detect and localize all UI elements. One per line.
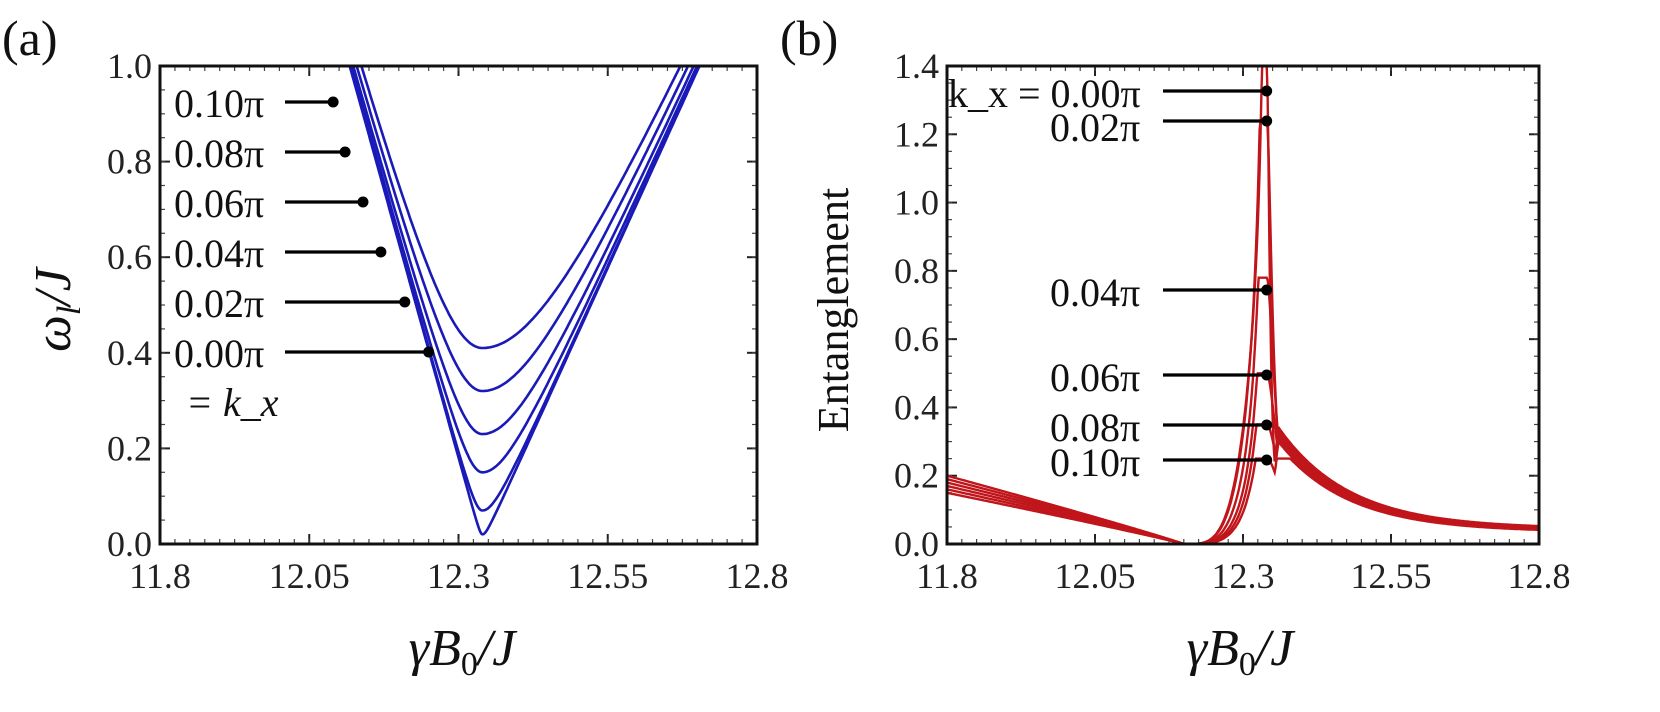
panel-b-curves (946, 64, 1539, 546)
b-annotation-marker (1261, 115, 1273, 127)
b-annotation-marker (1261, 454, 1273, 466)
a-series-line-0.08π (354, 64, 693, 393)
a-annotation-marker (327, 96, 339, 108)
b-annotation-label: 0.10π (1050, 440, 1140, 485)
panel-b-ticks: 11.8 12.05 12.3 12.55 12.8 0.0 0.2 0.4 0.6 0.8 1.0… (894, 46, 1571, 596)
y-tick-label: 0.6 (107, 237, 152, 277)
a-annotation-label: 0.06π (174, 181, 264, 226)
a-series-line-0.02π (347, 64, 704, 512)
y-tick-label: 1.0 (894, 183, 939, 223)
a-annotation-label: 0.04π (174, 231, 264, 276)
panel-a: (a) ωl/J γB0/J 11.8 12.05 12.3 12.55 12.8 0.0… (2, 10, 789, 683)
panel-a-ylabel: ωl/J (25, 265, 88, 352)
panel-a-annotations (285, 96, 435, 358)
b-series-line-0.10π (946, 457, 1539, 546)
x-tick-label: 12.05 (1055, 556, 1136, 596)
y-tick-label: 0.0 (107, 524, 152, 564)
panel-a-label: (a) (2, 10, 58, 66)
x-tick-label: 11.8 (916, 556, 978, 596)
x-tick-label: 12.3 (1212, 556, 1275, 596)
panel-b-xlabel: γB0/J (1187, 620, 1297, 683)
panel-b-frame (945, 64, 1541, 546)
b-series-line-0.02π (946, 119, 1539, 546)
b-annotation-marker (1261, 85, 1273, 97)
y-tick-label: 1.2 (894, 114, 939, 154)
b-annotation-label: k_x = 0.00π (948, 71, 1141, 116)
panel-a-curves (347, 64, 704, 536)
x-tick-label: 12.8 (726, 556, 789, 596)
a-series-line-0.04π (348, 64, 701, 474)
y-tick-label: 0.6 (894, 319, 939, 359)
a-series-line-0.06π (351, 64, 698, 436)
y-tick-label: 0.2 (107, 428, 152, 468)
y-tick-label: 0.8 (894, 251, 939, 291)
y-tick-label: 1.0 (107, 46, 152, 86)
y-tick-label: 0.4 (107, 333, 152, 373)
a-annotation-marker (339, 146, 351, 158)
b-annotation-marker (1261, 419, 1273, 431)
panel-a-frame (158, 64, 759, 546)
b-annotation-marker (1261, 284, 1273, 296)
b-annotation-label: 0.02π (1050, 105, 1140, 150)
panel-b: (b) Entanglement γB0/J 11.8 12.05 12.3 12.5… (780, 10, 1571, 683)
x-tick-label: 12.8 (1508, 556, 1571, 596)
b-annotation-marker (1261, 369, 1273, 381)
panel-a-ticks: 11.8 12.05 12.3 12.55 12.8 0.0 0.2 0.4 0.6 0.8 1.0 (107, 46, 789, 596)
x-tick-label: 12.55 (1351, 556, 1432, 596)
a-annotation-marker (399, 296, 411, 308)
b-annotation-label: 0.04π (1050, 270, 1140, 315)
y-tick-label: 0.4 (894, 387, 939, 427)
x-tick-label: 11.8 (129, 556, 191, 596)
a-annotation-marker (375, 246, 387, 258)
a-annotation-label: 0.00π (174, 331, 264, 376)
a-annotation-label: 0.08π (174, 131, 264, 176)
y-tick-label: 0.2 (894, 456, 939, 496)
b-annotation-label: 0.06π (1050, 355, 1140, 400)
x-tick-label: 12.55 (567, 556, 648, 596)
panel-b-annotations (1163, 85, 1273, 466)
y-tick-label: 0.0 (894, 524, 939, 564)
b-annotation-label: 0.08π (1050, 405, 1140, 450)
x-tick-label: 12.3 (427, 556, 490, 596)
a-annotation-marker (357, 196, 369, 208)
a-series-line-0.10π (359, 64, 685, 350)
panel-b-label: (b) (780, 10, 838, 66)
panel-b-ylabel: Entanglement (809, 188, 858, 432)
a-kx-label: = k_x (186, 380, 279, 425)
a-annotation-marker (423, 346, 435, 358)
panel-a-xlabel: γB0/J (409, 620, 519, 683)
y-tick-label: 1.4 (894, 46, 939, 86)
a-annotation-label: 0.10π (174, 81, 264, 126)
a-annotation-label: 0.02π (174, 281, 264, 326)
y-tick-label: 0.8 (107, 142, 152, 182)
x-tick-label: 12.05 (269, 556, 350, 596)
